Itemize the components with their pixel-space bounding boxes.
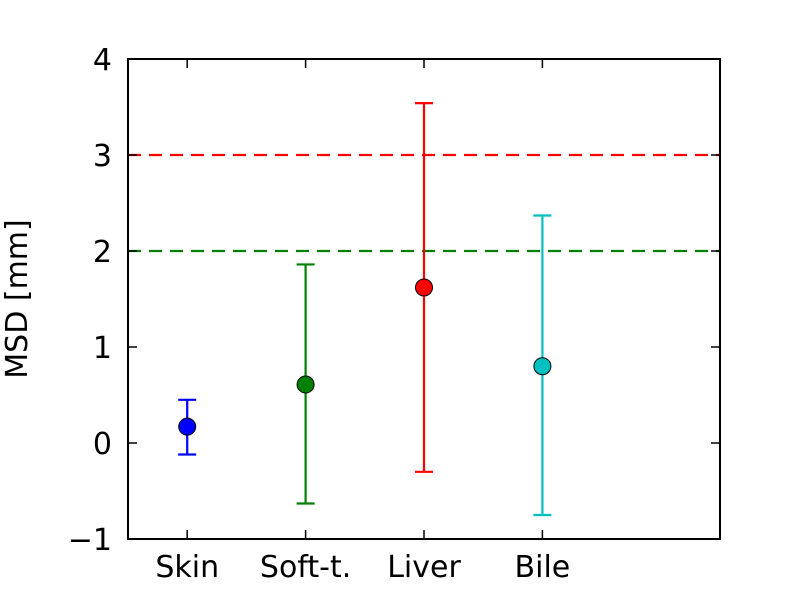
y-tick-label: 1 bbox=[93, 331, 112, 366]
y-tick-label: 3 bbox=[93, 139, 112, 174]
marker-skin bbox=[178, 417, 197, 436]
y-tick-label: −1 bbox=[68, 523, 112, 558]
y-tick-label: 0 bbox=[93, 427, 112, 462]
x-tick-label-skin: Skin bbox=[155, 550, 219, 585]
x-tick-label-bile: Bile bbox=[515, 550, 571, 585]
marker-bile bbox=[533, 357, 552, 376]
y-axis-ticks: −1 0 1 2 3 4 bbox=[68, 43, 720, 558]
marker-liver bbox=[415, 278, 433, 297]
x-axis-ticks: Skin Soft-t. Liver Bile bbox=[155, 59, 570, 585]
x-tick-label-liver: Liver bbox=[387, 550, 461, 585]
y-tick-label: 4 bbox=[93, 43, 112, 78]
x-tick-label-softt: Soft-t. bbox=[260, 550, 351, 585]
marker-softt bbox=[296, 375, 315, 394]
y-tick-label: 2 bbox=[93, 235, 112, 270]
data-markers bbox=[178, 278, 552, 436]
error-bars bbox=[178, 102, 552, 517]
y-axis-label: MSD [mm] bbox=[0, 219, 35, 378]
